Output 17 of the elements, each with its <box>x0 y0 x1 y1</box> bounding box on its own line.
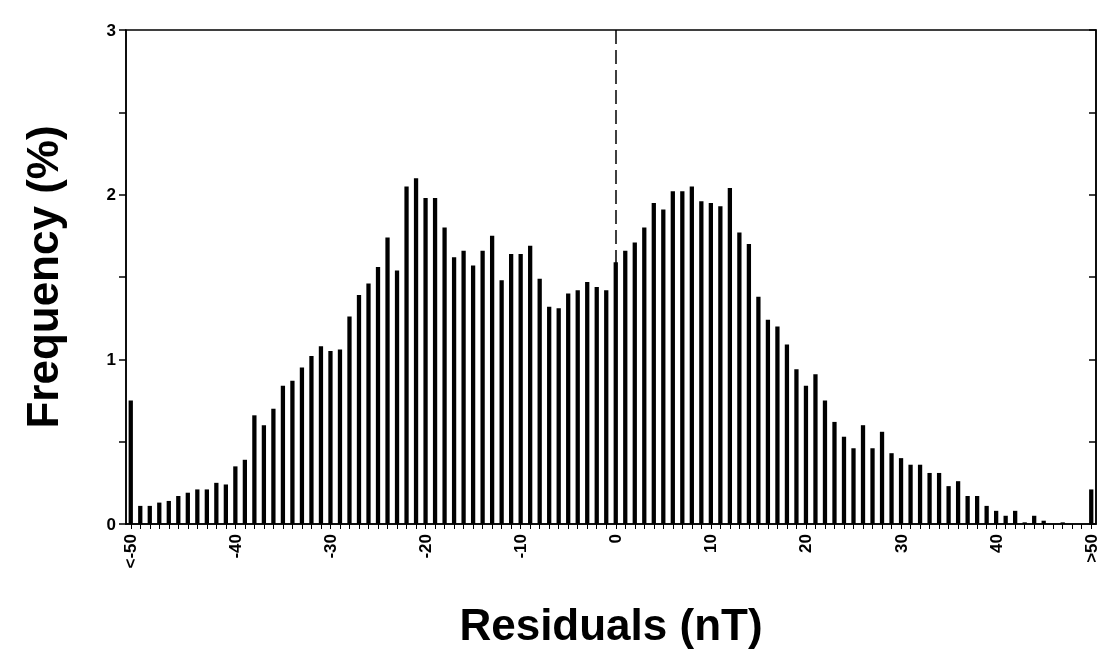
x-tick-label: 10 <box>701 534 721 553</box>
x-tick-label: 20 <box>796 534 816 553</box>
x-tick-label: 0 <box>606 534 626 544</box>
y-tick-label: 2 <box>106 185 116 205</box>
x-tick-label: -10 <box>511 534 531 559</box>
y-tick-label: 1 <box>106 349 116 369</box>
y-tick-label: 3 <box>106 20 116 40</box>
x-tick-label: >50 <box>1081 534 1101 563</box>
y-tick-label: 0 <box>106 514 116 534</box>
x-tick-label: -30 <box>320 534 340 559</box>
x-tick-label: -20 <box>416 534 436 559</box>
x-axis-title: Residuals (nT) <box>459 599 763 649</box>
x-tick-label: 30 <box>891 534 911 553</box>
y-axis-title: Frequency (%) <box>17 125 67 429</box>
x-tick-label: 40 <box>986 534 1006 553</box>
x-tick-label: -40 <box>225 534 245 559</box>
x-tick-label: <-50 <box>121 534 141 569</box>
